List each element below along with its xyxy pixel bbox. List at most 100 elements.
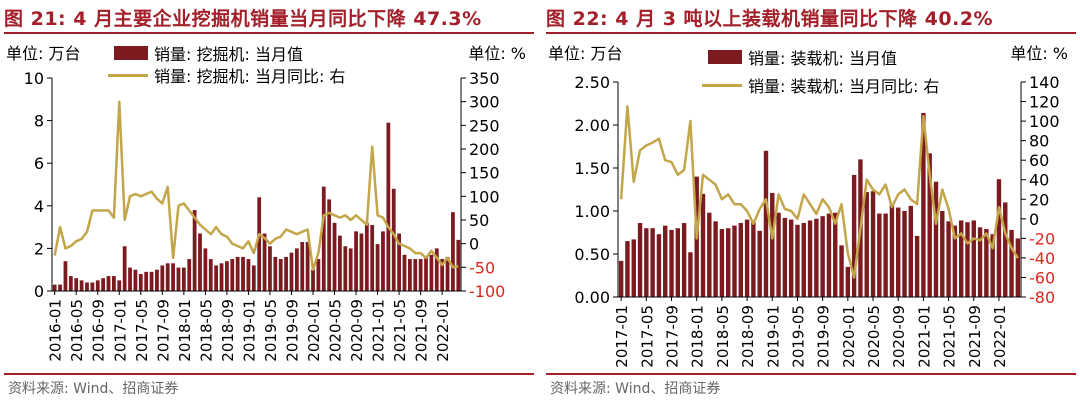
bar <box>230 259 235 291</box>
legend-bar-label: 销量: 装载机: 当月值 <box>748 49 897 68</box>
bar <box>106 276 111 291</box>
bar <box>257 197 262 291</box>
bar <box>165 263 170 291</box>
x-tick-label: 2018-09 <box>219 299 237 362</box>
x-tick-label: 2017-09 <box>154 299 172 362</box>
bar <box>845 266 851 297</box>
bar <box>725 228 731 297</box>
bar <box>144 271 149 291</box>
y-right-tick-label: -60 <box>1029 268 1055 287</box>
unit-label-right: 单位: % <box>468 44 526 63</box>
x-tick-label: 2017-01 <box>111 299 129 362</box>
bar <box>663 225 668 297</box>
bar <box>946 221 951 297</box>
bar <box>933 181 939 297</box>
bar <box>138 273 143 291</box>
y-right-tick-label: 100 <box>1029 112 1060 131</box>
bar <box>851 174 857 297</box>
bar <box>133 269 138 291</box>
source-note: 资料来源: Wind、招商证券 <box>550 381 721 397</box>
bar <box>763 150 769 297</box>
bar <box>305 242 310 291</box>
bar <box>732 225 737 297</box>
y-right-tick-label: 20 <box>1029 190 1049 209</box>
bar <box>235 256 240 291</box>
bar <box>181 267 186 291</box>
bar <box>273 256 278 291</box>
bar <box>402 254 407 291</box>
bar <box>996 179 1002 297</box>
bar <box>63 261 68 291</box>
bar <box>952 225 958 297</box>
y-right-tick-label: 350 <box>469 69 500 88</box>
x-tick-label: 2021-09 <box>966 305 984 368</box>
bar <box>155 269 159 291</box>
bar <box>219 263 224 291</box>
bar <box>268 246 272 291</box>
x-tick-label: 2017-05 <box>133 299 151 362</box>
bar <box>977 227 983 297</box>
legend-line-label: 销量: 挖掘机: 当月同比: 右 <box>154 67 346 86</box>
bar <box>707 212 712 297</box>
bar <box>424 256 428 291</box>
x-tick-label: 2016-09 <box>90 299 108 362</box>
bar <box>289 252 294 291</box>
bar <box>776 212 781 297</box>
bar <box>176 267 181 291</box>
bar <box>688 252 693 297</box>
bar <box>241 256 245 291</box>
bar <box>795 224 800 297</box>
bar <box>440 259 445 291</box>
y-left-tick-label: 4 <box>34 197 44 216</box>
bar <box>251 265 256 291</box>
x-tick-label: 2019-01 <box>764 305 782 368</box>
y-right-tick-label: 140 <box>1029 73 1060 92</box>
bar <box>921 112 926 298</box>
title-rule <box>4 32 534 34</box>
x-tick-label: 2018-05 <box>714 305 732 368</box>
y-left-tick-label: 2 <box>34 239 44 258</box>
legend-bar-label: 销量: 挖掘机: 当月值 <box>154 45 303 64</box>
legend-line-swatch <box>702 83 742 87</box>
bar <box>826 213 832 297</box>
y-right-tick-label: 50 <box>469 211 489 230</box>
y-right-tick-label: 60 <box>1029 151 1049 170</box>
x-tick-label: 2021-01 <box>915 305 933 368</box>
x-tick-label: 2022-01 <box>434 299 452 362</box>
x-tick-label: 2021-01 <box>370 299 388 362</box>
x-tick-label: 2018-09 <box>739 305 757 368</box>
y-right-tick-label: 0 <box>469 235 479 254</box>
bar <box>391 188 396 291</box>
y-right-tick-label: 120 <box>1029 93 1060 112</box>
bar <box>719 229 725 297</box>
unit-label-left: 单位: 万台 <box>548 44 623 63</box>
y-left-tick-label: 8 <box>34 112 44 131</box>
bar <box>364 222 369 291</box>
bar <box>788 219 794 297</box>
bar <box>429 254 434 291</box>
bar <box>246 259 251 291</box>
bar <box>782 217 788 297</box>
bar <box>839 245 844 297</box>
x-tick-label: 2016-01 <box>47 299 65 362</box>
bar <box>198 233 202 291</box>
legend-line-entry: 销量: 挖掘机: 当月同比: 右 <box>108 63 345 87</box>
bar <box>278 259 283 291</box>
source-rule <box>4 373 534 375</box>
x-tick-label: 2016-05 <box>68 299 86 362</box>
bar <box>896 207 901 297</box>
source-rule <box>546 373 1076 375</box>
bar <box>631 239 636 297</box>
bar <box>413 259 418 291</box>
bar <box>418 259 423 291</box>
bar <box>354 231 358 291</box>
bar <box>327 199 332 291</box>
bar <box>192 210 197 291</box>
bar <box>101 278 106 291</box>
bar <box>870 191 876 297</box>
bar <box>1003 202 1008 297</box>
yoy-line <box>53 100 459 271</box>
bar <box>958 220 964 297</box>
bar <box>294 248 299 291</box>
bar <box>902 211 907 297</box>
